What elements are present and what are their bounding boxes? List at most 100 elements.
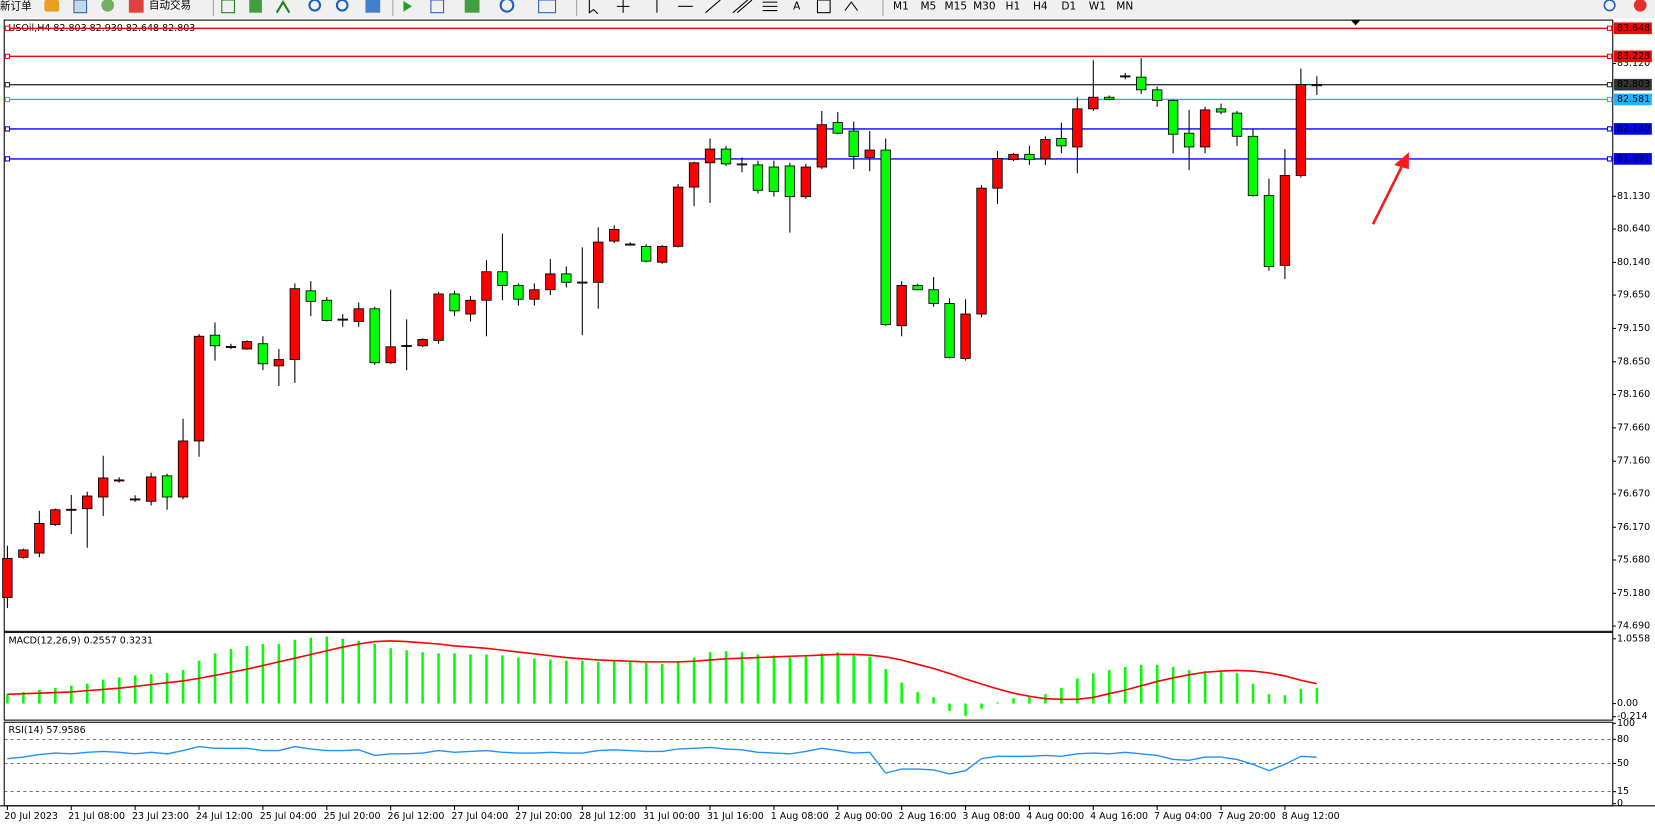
- macd-bar: [1107, 670, 1111, 704]
- y-tick-label: 100: [1617, 718, 1635, 729]
- plot-area: USOil,H4 82.803 82.930 82.648 82.80374.6…: [0, 19, 1655, 822]
- x-tick-label: 21 Jul 08:00: [68, 811, 125, 822]
- macd-bar: [213, 653, 217, 704]
- crosshair-tool[interactable]: [616, 0, 630, 13]
- icon[interactable]: [249, 0, 262, 13]
- icon[interactable]: [365, 0, 381, 13]
- candle-body: [1104, 96, 1115, 100]
- macd-bar: [405, 650, 408, 704]
- icon[interactable]: [128, 0, 144, 13]
- new-order-button[interactable]: 新订单: [0, 0, 32, 12]
- icon[interactable]: [221, 0, 235, 14]
- channel-tool[interactable]: [732, 0, 753, 14]
- icon[interactable]: [430, 0, 445, 14]
- notification-icon[interactable]: [1633, 0, 1647, 12]
- macd-bar: [261, 643, 265, 704]
- y-tick-label: 79.650: [1617, 290, 1650, 301]
- price-label-bg: [1613, 123, 1652, 135]
- macd-bar: [565, 660, 568, 704]
- icon[interactable]: [499, 0, 515, 13]
- candle-body: [1311, 84, 1323, 87]
- timeframe-button[interactable]: M5: [920, 0, 936, 12]
- candle-body: [129, 498, 141, 501]
- auto-trade-button[interactable]: 自动交易: [149, 0, 191, 11]
- macd-bar: [1251, 683, 1255, 704]
- trendline-tool[interactable]: [705, 0, 721, 14]
- macd-bar: [932, 697, 935, 704]
- cursor-tool[interactable]: [588, 0, 599, 15]
- y-tick-label: 80.140: [1617, 257, 1650, 268]
- macd-bar: [1235, 673, 1239, 704]
- text-tool[interactable]: A: [793, 0, 801, 12]
- icon[interactable]: [308, 0, 322, 12]
- icon[interactable]: [538, 0, 557, 14]
- macd-bar: [852, 654, 856, 704]
- macd-bar: [469, 654, 472, 704]
- candle-body: [1279, 175, 1291, 266]
- candle-body: [545, 273, 556, 291]
- timeframe-button[interactable]: M15: [945, 0, 968, 12]
- candle-body: [433, 293, 444, 341]
- macd-bar: [676, 661, 680, 704]
- candle-body: [257, 343, 269, 365]
- price-label: 83.648: [1617, 23, 1650, 34]
- macd-bar: [900, 682, 903, 704]
- candle-body: [848, 130, 859, 157]
- icon[interactable]: [275, 0, 291, 14]
- candle-body: [720, 148, 732, 165]
- candle-body: [1151, 89, 1163, 101]
- fibo-tool[interactable]: [762, 1, 778, 12]
- candle-body: [625, 243, 636, 246]
- candle-body: [736, 163, 748, 166]
- icon[interactable]: [73, 0, 88, 14]
- candle-body: [1263, 195, 1275, 267]
- candle-body: [912, 285, 923, 291]
- candle-body: [1040, 139, 1051, 159]
- timeframe-button[interactable]: H4: [1033, 0, 1048, 12]
- arrow-tool[interactable]: [844, 1, 859, 11]
- candle-body: [161, 475, 173, 498]
- macd-bar: [6, 694, 9, 704]
- macd-bar: [325, 636, 329, 704]
- icon[interactable]: [44, 0, 60, 12]
- y-tick-label: 80: [1617, 734, 1629, 745]
- level-anchor: [4, 25, 11, 31]
- candle-body: [98, 477, 109, 498]
- macd-bar: [1219, 671, 1223, 704]
- y-tick-label: 83.120: [1617, 58, 1650, 69]
- y-tick-label: 79.150: [1617, 323, 1650, 334]
- candle-body: [1024, 153, 1035, 161]
- candle-body: [704, 148, 716, 164]
- candle-body: [449, 293, 460, 312]
- y-tick-label: 50: [1617, 758, 1629, 769]
- macd-bar: [804, 656, 808, 704]
- candle-body: [976, 187, 987, 315]
- icon[interactable]: [464, 0, 480, 13]
- macd-bar: [517, 657, 520, 704]
- icon[interactable]: [335, 0, 349, 12]
- x-tick-label: 27 Jul 04:00: [451, 811, 508, 822]
- label-tool[interactable]: [816, 0, 831, 14]
- macd-bar: [1315, 687, 1319, 704]
- x-tick-label: 2 Aug 16:00: [898, 811, 956, 822]
- x-tick-label: 2 Aug 00:00: [835, 811, 893, 822]
- timeframe-button[interactable]: W1: [1089, 0, 1106, 12]
- timeframe-button[interactable]: M30: [973, 0, 996, 12]
- icon[interactable]: [403, 1, 412, 12]
- macd-bar: [533, 658, 536, 704]
- candle-body: [289, 288, 301, 360]
- candle-body: [928, 289, 939, 304]
- price-label-bg: [1613, 93, 1652, 106]
- macd-bar: [1076, 678, 1079, 704]
- icon[interactable]: [101, 0, 115, 12]
- timeframe-button[interactable]: M1: [893, 0, 909, 12]
- search-icon[interactable]: [1603, 0, 1616, 12]
- macd-bar: [1171, 666, 1175, 704]
- price-label: 83.228: [1617, 51, 1650, 62]
- timeframe-button[interactable]: MN: [1116, 0, 1133, 12]
- macd-bar: [1139, 664, 1143, 704]
- timeframe-button[interactable]: D1: [1061, 0, 1076, 12]
- timeframe-button[interactable]: H1: [1006, 0, 1021, 12]
- y-tick-label: 15: [1617, 786, 1629, 797]
- candle-body: [992, 158, 1003, 189]
